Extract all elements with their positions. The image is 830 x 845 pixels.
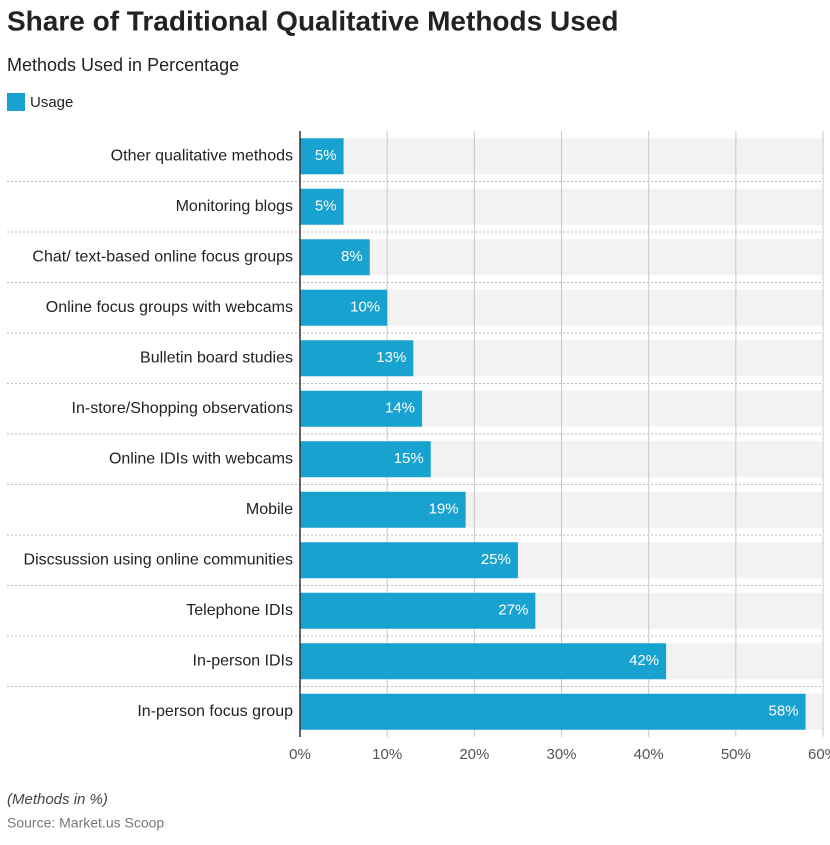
bar <box>300 592 536 629</box>
y-tick-label: Mobile <box>246 501 293 518</box>
x-tick-label: 0% <box>289 746 311 763</box>
x-tick-label: 30% <box>546 746 576 763</box>
value-label: 10% <box>350 299 380 316</box>
chart-title: Share of Traditional Qualitative Methods… <box>7 5 618 36</box>
value-label: 14% <box>385 400 415 417</box>
y-tick-label: Bulletin board studies <box>140 349 293 366</box>
bar <box>300 491 466 528</box>
legend-label: Usage <box>30 94 73 111</box>
bar <box>300 289 388 326</box>
source: Source: Market.us Scoop <box>7 815 164 831</box>
value-label: 25% <box>481 551 511 568</box>
y-tick-label: Online focus groups with webcams <box>46 299 293 316</box>
y-tick-label: Other qualitative methods <box>111 147 293 164</box>
y-tick-label: Online IDIs with webcams <box>109 450 293 467</box>
value-label: 42% <box>629 652 659 669</box>
bar <box>300 138 344 175</box>
x-tick-label: 40% <box>634 746 664 763</box>
x-tick-label: 20% <box>459 746 489 763</box>
bar <box>300 390 423 427</box>
bar <box>300 643 667 680</box>
chart-subtitle: Methods Used in Percentage <box>7 55 239 75</box>
y-tick-label: In-person focus group <box>137 703 293 720</box>
bar <box>300 542 518 579</box>
y-tick-label: Telephone IDIs <box>186 602 293 619</box>
value-label: 5% <box>315 198 337 215</box>
x-tick-label: 60% <box>808 746 830 763</box>
bar <box>300 188 344 225</box>
bar <box>300 239 370 276</box>
value-label: 13% <box>376 349 406 366</box>
y-tick-label: Discsussion using online communities <box>24 551 293 568</box>
y-tick-label: In-person IDIs <box>193 652 293 669</box>
legend-swatch <box>7 93 25 111</box>
x-tick-label: 50% <box>721 746 751 763</box>
value-label: 19% <box>429 501 459 518</box>
value-label: 5% <box>315 147 337 164</box>
bar <box>300 340 414 377</box>
x-tick-label: 10% <box>372 746 402 763</box>
bar <box>300 693 806 730</box>
bar <box>300 441 431 478</box>
footnote: (Methods in %) <box>7 791 108 808</box>
y-tick-label: Monitoring blogs <box>176 198 293 215</box>
y-tick-label: In-store/Shopping observations <box>72 400 293 417</box>
value-label: 27% <box>498 602 528 619</box>
value-label: 15% <box>394 450 424 467</box>
value-label: 58% <box>769 703 799 720</box>
y-tick-label: Chat/ text-based online focus groups <box>32 248 293 265</box>
value-label: 8% <box>341 248 363 265</box>
